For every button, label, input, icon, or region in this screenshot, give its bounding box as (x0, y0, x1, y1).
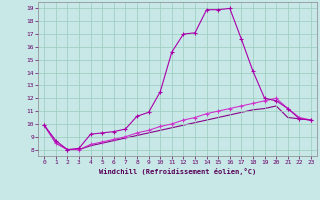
X-axis label: Windchill (Refroidissement éolien,°C): Windchill (Refroidissement éolien,°C) (99, 168, 256, 175)
